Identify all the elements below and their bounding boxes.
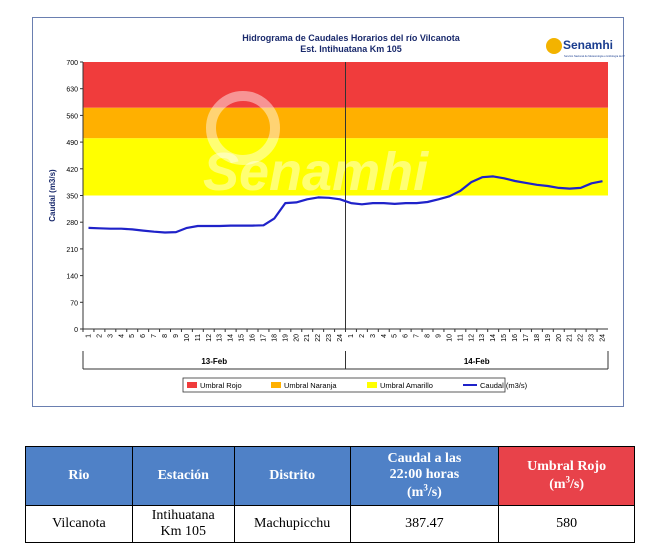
y-tick-label: 630	[66, 87, 78, 94]
x-tick-label: 1	[85, 334, 92, 338]
header-umbral-line1: Umbral Rojo	[527, 458, 607, 474]
y-tick-label: 490	[66, 140, 78, 147]
x-tick-label: 4	[381, 334, 388, 338]
x-tick-label: 5	[392, 334, 399, 338]
y-tick-label: 0	[74, 327, 78, 334]
x-tick-label: 3	[370, 334, 377, 338]
day-label-2: 14-Feb	[464, 357, 490, 366]
logo-text: Senamhi	[563, 38, 613, 52]
y-tick-label: 140	[66, 274, 78, 281]
header-caudal-line2: 22:00 horas	[389, 466, 460, 482]
x-tick-label: 3	[107, 334, 114, 338]
y-tick-label: 280	[66, 220, 78, 227]
x-tick-label: 24	[337, 334, 344, 342]
x-tick-label: 7	[414, 334, 421, 338]
chart-title: Hidrograma de Caudales Horarios del río …	[242, 33, 460, 43]
y-tick-label: 210	[66, 247, 78, 254]
x-tick-label: 6	[403, 334, 410, 338]
x-tick-label: 22	[578, 334, 585, 342]
header-rio: Rio	[25, 446, 133, 506]
legend-swatch	[187, 382, 197, 388]
y-tick-label: 560	[66, 113, 78, 120]
x-tick-label: 16	[250, 334, 257, 342]
cell-distrito: Machupicchu	[233, 505, 351, 543]
header-caudal: Caudal a las 22:00 horas (m3/s)	[349, 446, 500, 506]
x-tick-label: 21	[567, 334, 574, 342]
x-tick-label: 22	[315, 334, 322, 342]
x-tick-label: 20	[556, 334, 563, 342]
cell-umbral-rojo: 580	[498, 505, 635, 543]
x-tick-label: 15	[501, 334, 508, 342]
x-tick-label: 8	[162, 334, 169, 338]
table-row: Vilcanota Intihuatana Km 105 Machupicchu …	[25, 505, 635, 543]
x-tick-label: 1	[348, 334, 355, 338]
legend-label: Umbral Amarillo	[380, 381, 433, 390]
y-axis-label: Caudal (m3/s)	[48, 169, 57, 222]
cell-estacion: Intihuatana Km 105	[131, 505, 235, 543]
x-tick-label: 17	[260, 334, 267, 342]
x-tick-label: 19	[545, 334, 552, 342]
x-tick-label: 19	[282, 334, 289, 342]
x-tick-label: 17	[523, 334, 530, 342]
x-tick-label: 11	[195, 334, 202, 341]
logo-subtext: Servicio Nacional de Meteorología e Hidr…	[564, 54, 625, 58]
chart-frame: Senamhi 0 70 140 210 280 350 420 490 560 630 700 1 2 3…	[32, 17, 625, 407]
x-tick-label: 4	[118, 334, 125, 338]
x-tick-label: 9	[173, 334, 180, 338]
watermark-sun-icon	[206, 91, 280, 165]
x-tick-label: 20	[293, 334, 300, 342]
x-tick-label: 11	[457, 334, 464, 341]
legend-label: Caudal (m3/s)	[480, 381, 528, 390]
y-tick-label: 350	[66, 194, 78, 201]
cell-rio: Vilcanota	[25, 505, 133, 543]
x-tick-label: 13	[479, 334, 486, 342]
x-tick-label: 2	[359, 334, 366, 338]
x-tick-label: 23	[589, 334, 596, 342]
x-tick-label: 12	[468, 334, 475, 342]
header-umbral-unit: (m3/s)	[549, 474, 585, 493]
x-tick-label: 6	[140, 334, 147, 338]
cell-caudal: 387.47	[349, 505, 500, 543]
y-tick-label: 70	[70, 300, 78, 307]
header-caudal-line1: Caudal a las	[387, 450, 462, 466]
header-distrito: Distrito	[233, 446, 351, 506]
x-tick-label: 15	[239, 334, 246, 342]
table-header-row: Rio Estación Distrito Caudal a las 22:00…	[25, 446, 635, 506]
x-tick-label: 13	[217, 334, 224, 342]
legend-box	[182, 377, 506, 393]
x-tick-label: 24	[600, 334, 607, 342]
x-tick-label: 18	[534, 334, 541, 342]
x-tick-label: 14	[490, 334, 497, 342]
x-tick-label: 7	[151, 334, 158, 338]
day-label-1: 13-Feb	[201, 357, 227, 366]
summary-table: Rio Estación Distrito Caudal a las 22:00…	[25, 446, 635, 543]
chart-subtitle: Est. Intihuatana Km 105	[300, 44, 402, 54]
x-tick-label: 18	[271, 334, 278, 342]
x-tick-label: 16	[512, 334, 519, 342]
legend-swatch	[271, 382, 281, 388]
legend-label: Umbral Naranja	[284, 381, 337, 390]
header-estacion: Estación	[131, 446, 235, 506]
x-tick-label: 8	[425, 334, 432, 338]
x-tick-label: 5	[129, 334, 136, 338]
x-tick-label: 2	[96, 334, 103, 338]
x-tick-label: 21	[304, 334, 311, 342]
legend-swatch	[367, 382, 377, 388]
x-tick-label: 9	[435, 334, 442, 338]
legend-label: Umbral Rojo	[200, 381, 242, 390]
x-tick-label: 10	[184, 334, 191, 342]
series-line-caudal	[88, 175, 603, 234]
header-umbral-rojo: Umbral Rojo (m3/s)	[498, 446, 635, 506]
watermark-text: Senamhi	[203, 142, 429, 202]
y-tick-label: 700	[66, 60, 78, 67]
x-tick-label: 14	[228, 334, 235, 342]
x-tick-label: 23	[326, 334, 333, 342]
x-tick-label: 10	[446, 334, 453, 342]
y-tick-label: 420	[66, 167, 78, 174]
x-tick-label: 12	[206, 334, 213, 342]
logo-sun-icon	[546, 38, 562, 54]
header-caudal-unit: (m3/s)	[407, 482, 442, 501]
